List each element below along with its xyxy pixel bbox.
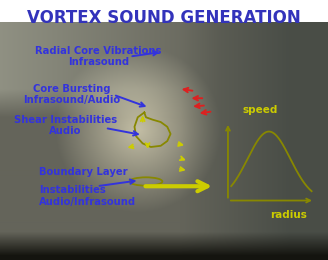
Text: Core Bursting
Infrasound/Audio: Core Bursting Infrasound/Audio (24, 84, 121, 106)
Text: VORTEX SOUND GENERATION: VORTEX SOUND GENERATION (27, 9, 301, 27)
Text: Radial Core Vibrations
Infrasound: Radial Core Vibrations Infrasound (35, 46, 162, 67)
Text: speed: speed (243, 105, 278, 114)
Text: Boundary Layer: Boundary Layer (39, 167, 128, 177)
Text: Instabilities
Audio/Infrasound: Instabilities Audio/Infrasound (39, 185, 136, 206)
Text: Shear Instabilities
Audio: Shear Instabilities Audio (14, 115, 117, 136)
Text: radius: radius (270, 210, 307, 220)
